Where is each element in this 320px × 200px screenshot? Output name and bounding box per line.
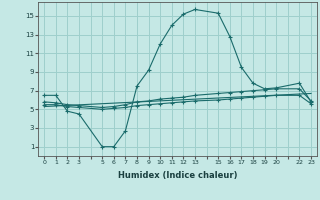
X-axis label: Humidex (Indice chaleur): Humidex (Indice chaleur)	[118, 171, 237, 180]
